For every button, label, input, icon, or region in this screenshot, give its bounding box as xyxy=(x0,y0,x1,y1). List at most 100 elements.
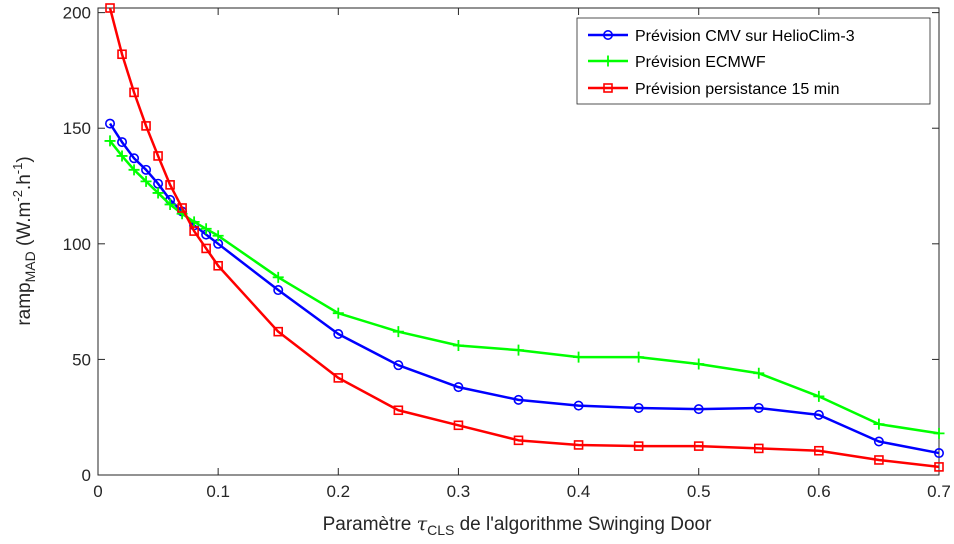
data-point-cmv xyxy=(693,404,704,415)
data-point-ecmwf xyxy=(332,307,344,319)
data-point-cmv xyxy=(933,448,944,459)
legend-item-ecmwf: Prévision ECMWF xyxy=(588,54,766,71)
data-point-persistance xyxy=(153,151,163,161)
x-tick-label: 0.6 xyxy=(807,482,831,501)
data-point-ecmwf xyxy=(633,351,645,363)
data-point-cmv xyxy=(513,394,524,405)
legend-box xyxy=(576,17,931,105)
data-point-ecmwf xyxy=(212,230,224,242)
y-tick-label: 150 xyxy=(63,119,91,138)
data-point-ecmwf xyxy=(753,367,765,379)
data-point-cmv xyxy=(633,402,644,413)
data-point-cmv xyxy=(753,402,764,413)
legend-label-ecmwf: Prévision ECMWF xyxy=(635,54,766,71)
data-point-persistance xyxy=(393,405,404,416)
data-point-ecmwf xyxy=(693,358,705,370)
data-point-persistance xyxy=(117,49,127,60)
data-point-persistance xyxy=(513,435,524,446)
data-point-persistance xyxy=(177,203,187,213)
data-point-persistance xyxy=(129,87,139,98)
data-point-ecmwf xyxy=(513,344,524,356)
y-axis-label-unit-mid: .h xyxy=(14,174,35,190)
data-point-persistance xyxy=(814,445,824,456)
data-point-persistance xyxy=(105,3,115,13)
data-point-ecmwf xyxy=(873,418,885,430)
data-point-cmv xyxy=(873,436,884,447)
series-line-cmv xyxy=(108,122,940,455)
data-point-cmv xyxy=(117,137,128,148)
legend-item-cmv: Prévision CMV sur HelioClim-3 xyxy=(588,28,855,45)
data-point-persistance xyxy=(333,373,344,383)
x-axis-label: Paramètre τCLS de l'algorithme Swinging … xyxy=(323,513,713,538)
data-point-persistance xyxy=(213,260,223,271)
x-axis-label-subscript: CLS xyxy=(427,522,454,538)
data-point-ecmwf xyxy=(813,390,825,402)
y-tick-label: 200 xyxy=(63,4,91,23)
data-point-persistance xyxy=(693,441,704,451)
data-point-persistance xyxy=(633,441,644,451)
series-line-ecmwf xyxy=(109,140,940,435)
data-point-persistance xyxy=(165,180,175,190)
y-axis-label-sup1: -2 xyxy=(10,190,25,202)
data-point-persistance xyxy=(189,226,199,236)
data-point-ecmwf xyxy=(200,223,212,235)
data-point-persistance xyxy=(273,326,284,337)
data-point-cmv xyxy=(333,328,344,339)
legend: Prévision CMV sur HelioClim-3 Prévision … xyxy=(576,17,931,105)
data-point-ecmwf xyxy=(152,187,164,199)
data-point-ecmwf xyxy=(140,175,152,187)
y-axis-label-prefix: ramp xyxy=(14,282,35,325)
x-tick-label: 0.2 xyxy=(326,482,350,501)
data-point-persistance xyxy=(934,462,944,472)
data-point-ecmwf xyxy=(392,326,404,338)
y-tick-label: 100 xyxy=(63,235,91,254)
data-point-persistance xyxy=(573,440,584,450)
data-point-cmv xyxy=(453,382,464,393)
y-axis-label-unit-close: ) xyxy=(14,156,35,162)
y-axis-label-sup2: -1 xyxy=(10,163,25,175)
y-axis-label-subscript: MAD xyxy=(22,251,38,282)
data-point-ecmwf xyxy=(573,351,585,363)
x-tick-label: 0.5 xyxy=(687,482,711,501)
legend-marker-ecmwf xyxy=(602,55,614,67)
legend-item-persistance: Prévision persistance 15 min xyxy=(588,81,840,98)
y-tick-label: 0 xyxy=(82,466,91,485)
data-point-persistance xyxy=(453,420,464,431)
x-axis-label-suffix: de l'algorithme Swinging Door xyxy=(454,514,712,535)
data-point-persistance xyxy=(753,443,764,454)
x-axis-label-symbol: τ xyxy=(417,513,428,535)
x-tick-label: 0.1 xyxy=(206,482,230,501)
series-line-persistance xyxy=(108,7,940,469)
axis-ticks: 0 0.1 0.2 0.3 0.4 0.5 0.6 0.7 0 50 100 150 200 xyxy=(63,4,951,501)
data-point-cmv xyxy=(273,285,284,296)
data-point-cmv xyxy=(393,360,404,371)
legend-label-cmv: Prévision CMV sur HelioClim-3 xyxy=(635,28,855,45)
data-point-cmv xyxy=(141,164,152,175)
y-axis-label: rampMAD (W.m-2.h-1) xyxy=(10,156,38,325)
data-point-persistance xyxy=(201,243,211,254)
series-persistance xyxy=(105,3,944,472)
data-point-ecmwf xyxy=(272,271,284,283)
x-tick-label: 0.7 xyxy=(927,482,951,501)
data-point-ecmwf xyxy=(452,340,464,352)
data-point-ecmwf xyxy=(128,164,140,176)
data-point-cmv xyxy=(813,409,824,420)
y-tick-label: 50 xyxy=(72,350,91,369)
data-point-cmv xyxy=(573,400,584,411)
data-point-ecmwf xyxy=(104,135,116,147)
x-tick-label: 0.3 xyxy=(447,482,471,501)
x-axis-label-prefix: Paramètre xyxy=(323,514,417,535)
x-tick-label: 0.4 xyxy=(567,482,591,501)
legend-marker-cmv xyxy=(602,29,613,40)
data-point-persistance xyxy=(141,121,151,131)
data-point-cmv xyxy=(105,118,116,129)
legend-marker-persistance xyxy=(603,83,613,93)
legend-label-persistance: Prévision persistance 15 min xyxy=(635,81,840,98)
data-point-persistance xyxy=(874,455,884,465)
y-axis-label-unit-open: (W.m xyxy=(14,202,35,252)
data-point-ecmwf xyxy=(116,150,128,162)
series-group xyxy=(104,3,945,472)
data-point-ecmwf xyxy=(933,427,945,439)
data-point-cmv xyxy=(129,153,140,164)
